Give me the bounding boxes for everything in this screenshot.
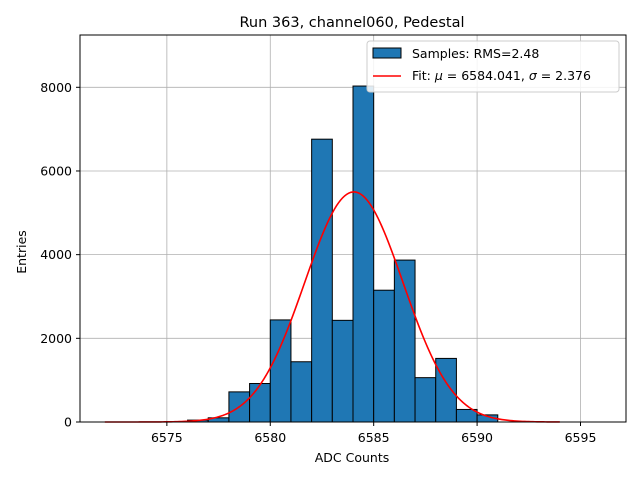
x-tick-label: 6590 <box>461 430 493 445</box>
x-tick-label: 6585 <box>358 430 390 445</box>
histogram-bar <box>393 259 416 423</box>
legend-samples-swatch <box>372 47 402 59</box>
histogram-bar <box>290 361 313 423</box>
histogram-bar <box>331 319 354 423</box>
chart-title: Run 363, channel060, Pedestal <box>239 15 464 31</box>
histogram-bar <box>269 319 292 423</box>
legend-box <box>366 40 620 93</box>
y-axis-ticks: 0 2000 4000 6000 8000 <box>40 80 80 430</box>
histogram-bar <box>435 357 457 423</box>
legend-fit-label: Fit: μ = 6584.041, σ = 2.376 <box>412 68 591 83</box>
y-tick-label: 0 <box>64 415 72 430</box>
x-axis-label: ADC Counts <box>315 450 390 465</box>
plot-frame <box>79 34 627 423</box>
x-tick-label: 6595 <box>565 430 597 445</box>
x-tick-label: 6580 <box>254 430 286 445</box>
histogram-bar <box>249 383 271 423</box>
x-axis-ticks: 6575 6580 6585 6590 6595 <box>151 422 596 445</box>
histogram-bar <box>455 408 478 423</box>
y-tick-label: 8000 <box>40 80 72 95</box>
histogram-bar <box>414 377 437 423</box>
histogram-bar <box>352 85 375 423</box>
legend-samples-label: Samples: RMS=2.48 <box>412 46 539 61</box>
y-tick-label: 6000 <box>40 163 72 178</box>
legend: Samples: RMS=2.48 Fit: μ = 6584.041, σ =… <box>366 40 620 93</box>
y-axis-label: Entries <box>14 230 29 274</box>
histogram-bar <box>373 289 395 423</box>
y-tick-label: 4000 <box>40 247 72 262</box>
y-tick-label: 2000 <box>40 331 72 346</box>
histogram-bar <box>311 138 333 423</box>
x-tick-label: 6575 <box>151 430 183 445</box>
